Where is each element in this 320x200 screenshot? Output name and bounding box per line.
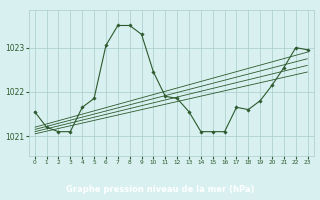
Text: Graphe pression niveau de la mer (hPa): Graphe pression niveau de la mer (hPa) (66, 185, 254, 194)
